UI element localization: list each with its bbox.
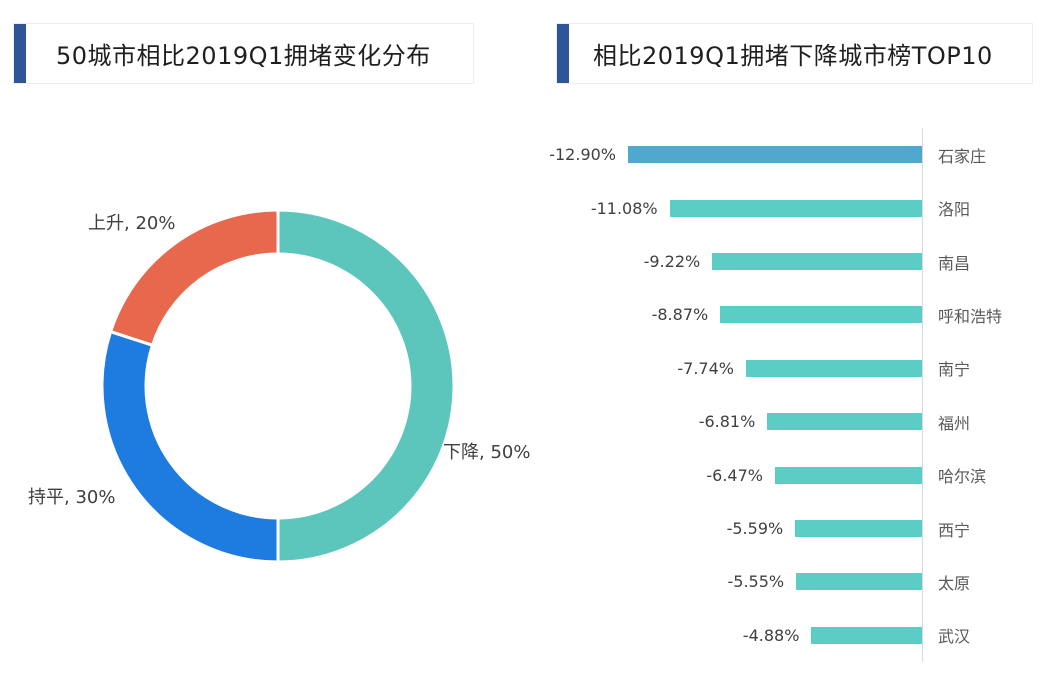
bar-row: -6.47% 哈尔滨 [546,448,1035,501]
bar-area: -11.08% [546,181,923,234]
left-chart-title: 50城市相比2019Q1拥堵变化分布 [56,42,431,70]
donut-segment-上升 [108,208,280,348]
pie-label-down: 下降, 50% [443,442,531,463]
bar-value-label: -12.90% [549,145,616,165]
city-label: 石家庄 [938,146,987,166]
bar-武汉 [811,626,923,644]
bar-area: -6.81% [546,395,923,448]
baseline-axis [922,128,923,662]
city-label: 西宁 [938,520,971,540]
bar-area: -7.74% [546,342,923,395]
bar-value-label: -5.59% [726,519,784,539]
bar-area: -5.59% [546,502,923,555]
bar-row: -4.88% 武汉 [546,609,1035,662]
right-chart-title: 相比2019Q1拥堵下降城市榜TOP10 [593,42,993,70]
bar-南昌 [712,253,923,271]
city-label: 福州 [938,413,971,433]
bar-row: -7.74% 南宁 [546,342,1035,395]
right-chart-title-box: 相比2019Q1拥堵下降城市榜TOP10 [556,23,1033,84]
pie-label-up: 上升, 20% [88,213,176,234]
bar-row: -6.81% 福州 [546,395,1035,448]
donut-segment-持平 [100,329,280,564]
bar-value-label: -11.08% [590,198,658,218]
hbar-chart: -12.90% 石家庄 -11.08% 洛阳 -9.22% 南昌 -8.87% 呼和浩特 -7.… [546,128,1035,662]
bar-value-label: -4.88% [742,625,800,645]
title-accent-bar [557,24,569,83]
title-accent-bar [14,24,26,83]
bar-呼和浩特 [720,306,923,324]
bar-value-label: -5.55% [727,572,785,592]
city-label: 南宁 [938,360,971,380]
donut-chart [100,208,456,564]
bar-row: -8.87% 呼和浩特 [546,288,1035,341]
city-label: 太原 [938,573,971,593]
bar-value-label: -7.74% [677,358,734,378]
bar-哈尔滨 [775,466,923,484]
bar-value-label: -9.22% [643,252,701,272]
city-label: 武汉 [938,627,971,647]
bar-area: -8.87% [546,288,923,341]
bar-row: -12.90% 石家庄 [546,128,1035,181]
bar-value-label: -6.81% [698,412,756,432]
bar-row: -9.22% 南昌 [546,235,1035,288]
city-label: 哈尔滨 [938,467,987,487]
donut-segment-下降 [276,208,456,564]
bar-太原 [796,573,923,591]
bar-area: -6.47% [546,448,923,501]
bar-area: -4.88% [546,609,923,662]
bar-西宁 [795,520,923,538]
bar-value-label: -8.87% [651,305,709,325]
bar-area: -12.90% [546,128,923,181]
bar-洛阳 [669,199,923,217]
bar-row: -5.59% 西宁 [546,502,1035,555]
bar-value-label: -6.47% [706,465,763,485]
city-label: 洛阳 [938,200,971,220]
bar-row: -5.55% 太原 [546,555,1035,608]
bar-row: -11.08% 洛阳 [546,181,1035,234]
bar-福州 [767,413,923,431]
city-label: 南昌 [938,253,971,273]
bar-area: -9.22% [546,235,923,288]
bar-石家庄 [628,146,923,164]
city-label: 呼和浩特 [938,306,1003,326]
pie-label-flat: 持平, 30% [28,487,116,508]
bar-area: -5.55% [546,555,923,608]
bar-南宁 [746,359,923,377]
left-chart-title-box: 50城市相比2019Q1拥堵变化分布 [13,23,474,84]
